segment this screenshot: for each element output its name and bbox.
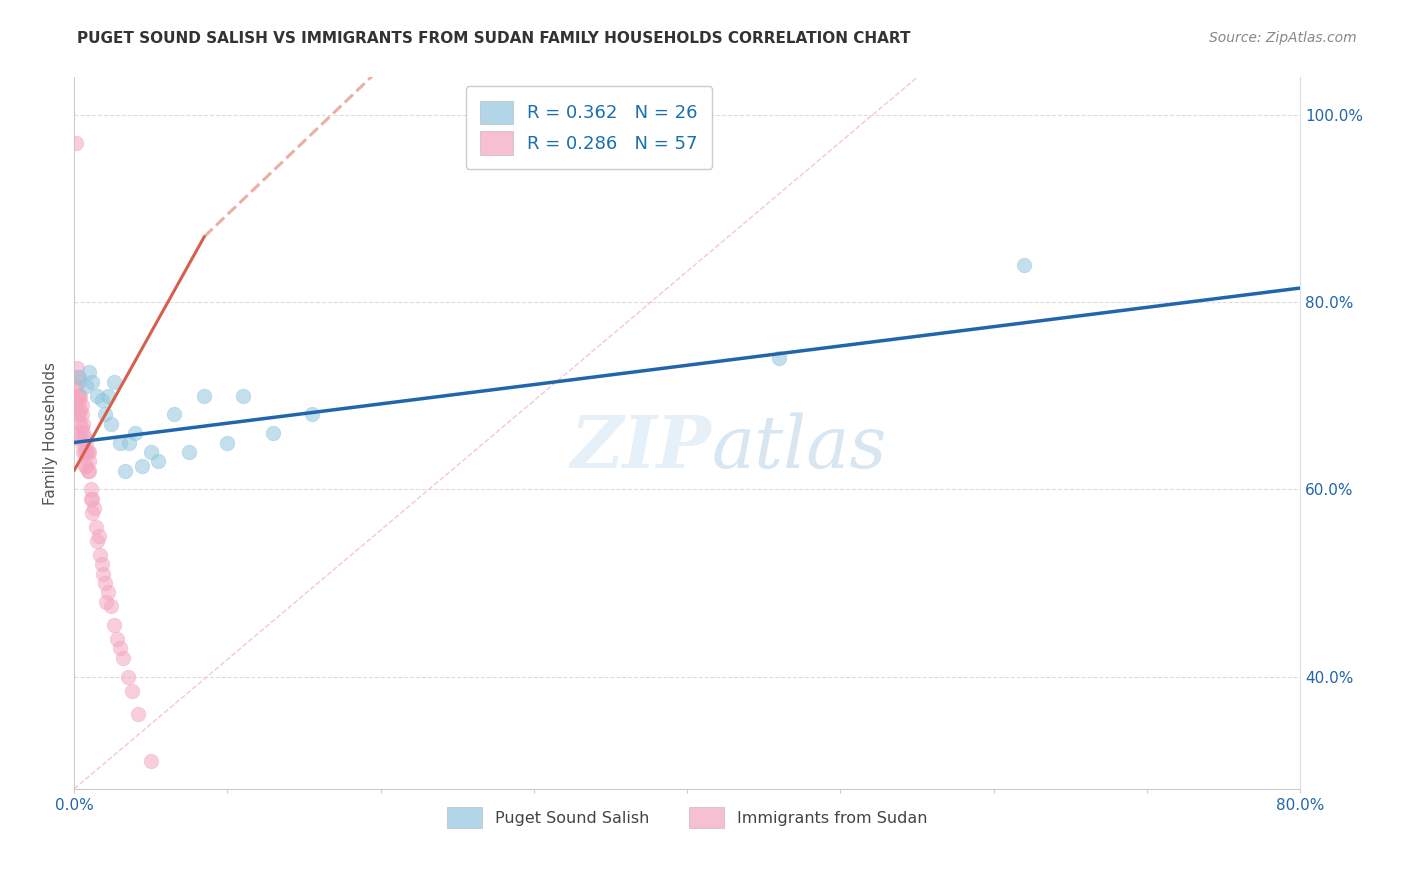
Point [69, 389, 91, 403]
Point [89, 548, 111, 562]
Point [97, 585, 120, 599]
Point [67, 408, 90, 422]
Point [262, 426, 284, 441]
Text: PUGET SOUND SALISH VS IMMIGRANTS FROM SUDAN FAMILY HOUSEHOLDS CORRELATION CHART: PUGET SOUND SALISH VS IMMIGRANTS FROM SU… [77, 31, 911, 46]
Point [193, 389, 215, 403]
Point [103, 618, 125, 632]
Point [67, 393, 90, 408]
Point [124, 426, 146, 441]
Legend: Puget Sound Salish, Immigrants from Sudan: Puget Sound Salish, Immigrants from Suda… [440, 801, 934, 834]
Point [91, 566, 114, 581]
Point [66, 370, 89, 384]
Point [65, 136, 87, 150]
Point [86, 533, 108, 548]
Point [80, 483, 103, 497]
Point [70, 408, 93, 422]
Point [1012, 258, 1035, 272]
Point [139, 445, 162, 459]
Point [77, 464, 100, 478]
Point [72, 445, 94, 459]
Point [67, 370, 90, 384]
Point [96, 594, 118, 608]
Point [79, 454, 101, 468]
Point [73, 458, 96, 473]
Point [75, 435, 97, 450]
Point [82, 506, 104, 520]
Point [70, 435, 93, 450]
Point [117, 669, 139, 683]
Point [69, 417, 91, 431]
Point [80, 491, 103, 506]
Point [82, 491, 104, 506]
Point [93, 408, 115, 422]
Point [87, 529, 110, 543]
Point [768, 351, 790, 366]
Point [177, 445, 200, 459]
Point [73, 445, 96, 459]
Point [112, 650, 135, 665]
Text: Source: ZipAtlas.com: Source: ZipAtlas.com [1209, 31, 1357, 45]
Text: ZIP: ZIP [571, 412, 711, 483]
Point [65, 379, 87, 393]
Point [73, 431, 96, 445]
Point [72, 426, 94, 441]
Text: atlas: atlas [711, 412, 887, 483]
Point [232, 389, 254, 403]
Point [84, 520, 107, 534]
Point [90, 558, 112, 572]
Point [79, 464, 101, 478]
Point [217, 435, 239, 450]
Point [139, 754, 162, 768]
Point [70, 421, 93, 435]
Point [67, 389, 90, 403]
Point [69, 431, 91, 445]
Point [66, 389, 89, 403]
Point [108, 641, 131, 656]
Point [83, 501, 105, 516]
Point [131, 458, 153, 473]
Point [97, 389, 120, 403]
Point [100, 417, 122, 431]
Point [301, 408, 323, 422]
Point [72, 417, 94, 431]
Point [67, 426, 90, 441]
Point [118, 435, 141, 450]
Point [75, 458, 97, 473]
Point [82, 375, 104, 389]
Point [69, 402, 91, 417]
Point [108, 435, 131, 450]
Point [90, 393, 112, 408]
Point [148, 454, 170, 468]
Point [127, 706, 149, 721]
Point [103, 375, 125, 389]
Point [75, 379, 97, 393]
Point [79, 365, 101, 379]
Point [114, 464, 136, 478]
Point [79, 445, 101, 459]
Point [121, 683, 143, 698]
Point [105, 632, 128, 646]
Point [75, 445, 97, 459]
Point [70, 398, 93, 412]
Point [67, 375, 90, 389]
Point [66, 360, 89, 375]
Point [65, 398, 87, 412]
Point [100, 599, 122, 614]
Point [163, 408, 186, 422]
Point [93, 576, 115, 591]
Y-axis label: Family Households: Family Households [44, 361, 58, 505]
Point [66, 408, 89, 422]
Point [86, 389, 108, 403]
Point [77, 445, 100, 459]
